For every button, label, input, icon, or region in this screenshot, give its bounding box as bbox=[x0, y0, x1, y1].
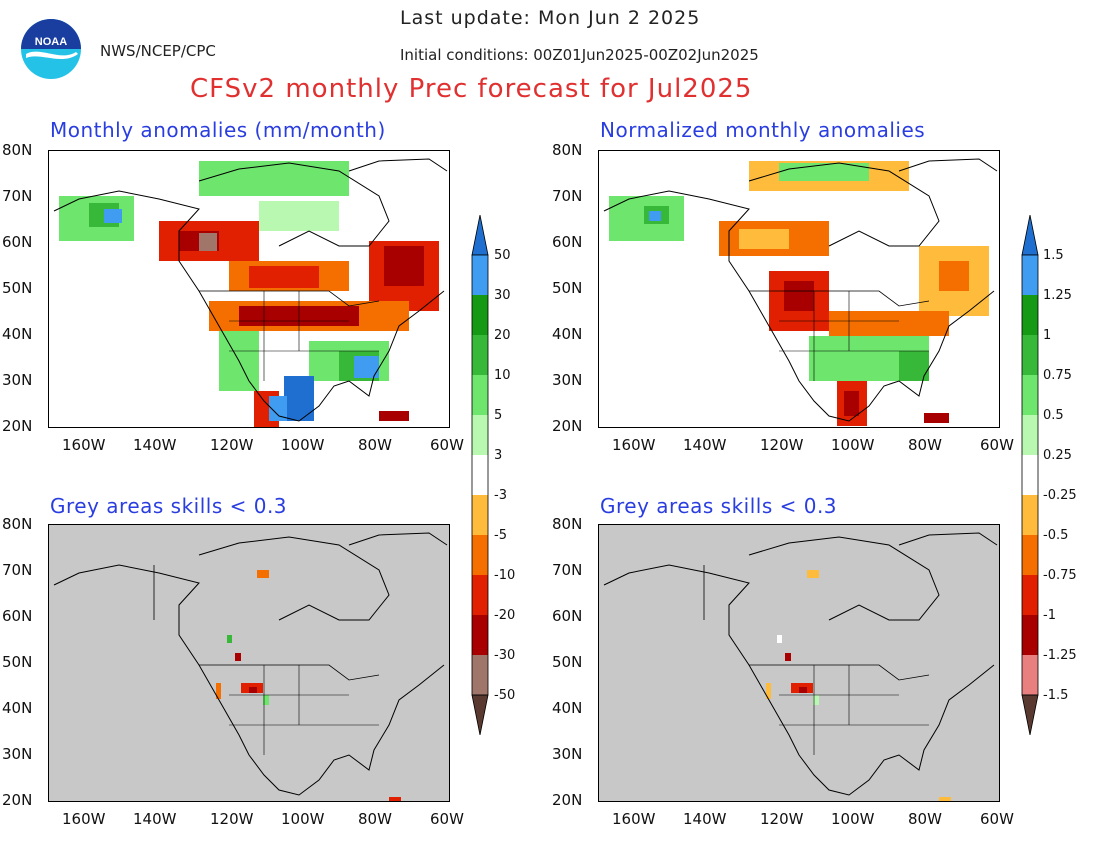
map-anomalies bbox=[48, 150, 450, 428]
lon-label: 120W bbox=[210, 810, 254, 828]
lon-label: 160W bbox=[612, 436, 656, 454]
lon-label: 80W bbox=[358, 810, 392, 828]
lat-label: 40N bbox=[552, 325, 583, 343]
lat-label: 30N bbox=[552, 745, 583, 763]
lat-label: 50N bbox=[2, 653, 33, 671]
lat-label: 50N bbox=[552, 653, 583, 671]
colorbar-label: 1.25 bbox=[1043, 288, 1072, 303]
colorbar-label: -3 bbox=[494, 488, 507, 503]
logo-text: NOAA bbox=[35, 36, 67, 48]
lat-label: 70N bbox=[552, 187, 583, 205]
colorbar-label: -1.25 bbox=[1043, 648, 1077, 663]
colorbar-left bbox=[470, 214, 490, 736]
colorbar-left-svg bbox=[471, 214, 489, 736]
colorbar-label: 5 bbox=[494, 408, 503, 423]
lon-label: 160W bbox=[612, 810, 656, 828]
lat-label: 20N bbox=[552, 791, 583, 809]
noaa-logo-icon: NOAA bbox=[21, 19, 81, 79]
map-normalized bbox=[598, 150, 1000, 428]
lat-label: 60N bbox=[552, 607, 583, 625]
initial-conditions: Initial conditions: 00Z01Jun2025-00Z02Ju… bbox=[400, 46, 759, 64]
page-title: CFSv2 monthly Prec forecast for Jul2025 bbox=[190, 74, 753, 104]
map-skill-normalized-svg bbox=[603, 532, 998, 801]
colorbar-label: -10 bbox=[494, 568, 516, 583]
colorbar-label: 0.25 bbox=[1043, 448, 1072, 463]
colorbar-label: 50 bbox=[494, 248, 511, 263]
lat-label: 70N bbox=[2, 187, 33, 205]
colorbar-label: -5 bbox=[494, 528, 507, 543]
lat-label: 40N bbox=[2, 325, 33, 343]
lat-label: 80N bbox=[2, 515, 33, 533]
colorbar-label: -20 bbox=[494, 608, 516, 623]
lat-label: 30N bbox=[552, 371, 583, 389]
lon-label: 60W bbox=[430, 436, 464, 454]
colorbar-right-svg bbox=[1021, 214, 1039, 736]
lat-label: 20N bbox=[2, 417, 33, 435]
colorbar-label: -0.5 bbox=[1043, 528, 1069, 543]
lat-label: 80N bbox=[2, 141, 33, 159]
lat-label: 60N bbox=[552, 233, 583, 251]
colorbar-label: -50 bbox=[494, 688, 516, 703]
lon-label: 140W bbox=[683, 810, 727, 828]
map-skill-anomalies bbox=[48, 524, 450, 802]
lon-label: 60W bbox=[430, 810, 464, 828]
panel-title-bottom-left: Grey areas skills < 0.3 bbox=[50, 494, 288, 518]
lon-label: 160W bbox=[62, 436, 106, 454]
colorbar-label: 30 bbox=[494, 288, 511, 303]
lat-label: 70N bbox=[552, 561, 583, 579]
colorbar-label: 20 bbox=[494, 328, 511, 343]
colorbar-label: 0.5 bbox=[1043, 408, 1064, 423]
lat-label: 30N bbox=[2, 745, 33, 763]
lon-label: 120W bbox=[760, 810, 804, 828]
panel-title-bottom-right: Grey areas skills < 0.3 bbox=[600, 494, 838, 518]
map-normalized-svg bbox=[603, 158, 998, 426]
lon-label: 60W bbox=[980, 436, 1014, 454]
lat-label: 50N bbox=[2, 279, 33, 297]
colorbar-right bbox=[1020, 214, 1040, 736]
lon-label: 160W bbox=[62, 810, 106, 828]
lon-label: 140W bbox=[683, 436, 727, 454]
lat-label: 50N bbox=[552, 279, 583, 297]
lat-label: 40N bbox=[2, 699, 33, 717]
colorbar-label: 1.5 bbox=[1043, 248, 1064, 263]
lat-label: 20N bbox=[2, 791, 33, 809]
lat-label: 60N bbox=[2, 607, 33, 625]
lon-label: 140W bbox=[133, 436, 177, 454]
noaa-logo: NOAA bbox=[20, 18, 82, 80]
panel-title-top-right: Normalized monthly anomalies bbox=[600, 118, 926, 142]
map-skill-anomalies-svg bbox=[53, 532, 448, 801]
colorbar-label: -0.75 bbox=[1043, 568, 1077, 583]
colorbar-label: -1.5 bbox=[1043, 688, 1069, 703]
lon-label: 80W bbox=[908, 810, 942, 828]
lon-label: 100W bbox=[831, 810, 875, 828]
colorbar-label: -30 bbox=[494, 648, 516, 663]
lon-label: 60W bbox=[980, 810, 1014, 828]
colorbar-label: 0.75 bbox=[1043, 368, 1072, 383]
panel-title-top-left: Monthly anomalies (mm/month) bbox=[50, 118, 386, 142]
lat-label: 80N bbox=[552, 515, 583, 533]
colorbar-label: -0.25 bbox=[1043, 488, 1077, 503]
org-label: NWS/NCEP/CPC bbox=[100, 42, 216, 60]
map-anomalies-svg bbox=[53, 158, 448, 427]
lon-label: 140W bbox=[133, 810, 177, 828]
colorbar-label: 10 bbox=[494, 368, 511, 383]
lat-label: 20N bbox=[552, 417, 583, 435]
lat-label: 60N bbox=[2, 233, 33, 251]
lon-label: 100W bbox=[281, 436, 325, 454]
lon-label: 100W bbox=[831, 436, 875, 454]
map-skill-normalized bbox=[598, 524, 1000, 802]
lon-label: 80W bbox=[358, 436, 392, 454]
colorbar-label: -1 bbox=[1043, 608, 1056, 623]
last-update: Last update: Mon Jun 2 2025 bbox=[400, 7, 701, 29]
lat-label: 40N bbox=[552, 699, 583, 717]
colorbar-label: 3 bbox=[494, 448, 503, 463]
lon-label: 120W bbox=[760, 436, 804, 454]
lon-label: 80W bbox=[908, 436, 942, 454]
lat-label: 80N bbox=[552, 141, 583, 159]
lat-label: 30N bbox=[2, 371, 33, 389]
lon-label: 100W bbox=[281, 810, 325, 828]
lon-label: 120W bbox=[210, 436, 254, 454]
lat-label: 70N bbox=[2, 561, 33, 579]
colorbar-label: 1 bbox=[1043, 328, 1052, 343]
